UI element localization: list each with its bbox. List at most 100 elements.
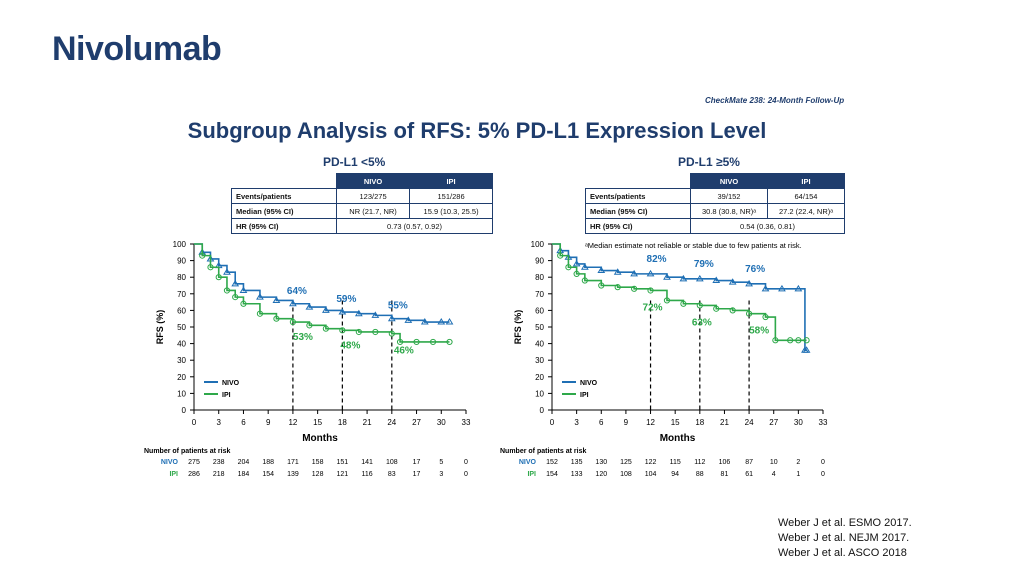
censor-marker (338, 308, 347, 315)
censor-marker (446, 338, 453, 346)
risk-value-ipi: 154 (546, 471, 558, 478)
risk-value-nivo: 158 (312, 459, 324, 466)
x-axis-label: Months (302, 433, 338, 444)
censor-marker (663, 297, 671, 304)
censor-marker (437, 318, 446, 325)
risk-value-ipi: 83 (388, 471, 396, 478)
censor-marker (404, 316, 413, 323)
risk-value-nivo: 5 (439, 459, 443, 466)
risk-value-nivo: 130 (595, 459, 607, 466)
censor-marker (273, 315, 280, 322)
x-tick-label: 6 (241, 418, 246, 427)
y-tick-label: 100 (173, 240, 187, 249)
reference-item: Weber J et al. ESMO 2017. (778, 517, 912, 529)
censor-marker (613, 268, 622, 275)
risk-value-ipi: 154 (262, 471, 274, 478)
censor-marker (387, 314, 396, 322)
y-tick-label: 10 (535, 389, 544, 398)
censor-marker (354, 309, 363, 317)
y-tick-label: 50 (535, 323, 544, 332)
censor-marker (581, 277, 588, 284)
y-tick-label: 30 (177, 356, 186, 365)
y-tick-label: 100 (531, 240, 545, 249)
risk-label-nivo: NIVO (519, 459, 537, 466)
legend-label: NIVO (222, 380, 240, 387)
risk-label-nivo: NIVO (161, 459, 179, 466)
risk-value-ipi: 139 (287, 471, 299, 478)
censor-marker (728, 278, 737, 285)
risk-value-nivo: 204 (238, 459, 250, 466)
censor-marker (679, 274, 688, 282)
risk-table-title: Number of patients at risk (500, 448, 586, 455)
y-tick-label: 0 (182, 406, 187, 415)
x-tick-label: 21 (720, 418, 729, 427)
censor-marker (794, 284, 803, 292)
y-tick-label: 70 (177, 290, 186, 299)
x-tick-label: 24 (387, 418, 396, 427)
censor-marker (306, 322, 313, 329)
censor-marker (772, 337, 779, 344)
censor-marker (713, 305, 720, 312)
censor-marker (565, 264, 572, 271)
censor-marker (445, 318, 454, 325)
censor-marker (256, 293, 264, 300)
stats-table-right: NIVO IPI Events/patients 39/152 64/154 M… (585, 173, 845, 234)
y-tick-label: 40 (535, 340, 544, 349)
y-tick-label: 60 (177, 306, 186, 315)
censor-marker (239, 286, 248, 293)
legend-label: IPI (580, 392, 589, 399)
risk-table-title: Number of patients at risk (144, 448, 230, 455)
censor-marker (695, 274, 704, 282)
y-tick-label: 30 (535, 356, 544, 365)
risk-value-nivo: 0 (464, 459, 468, 466)
risk-value-ipi: 133 (571, 471, 583, 478)
x-tick-label: 15 (313, 418, 322, 427)
censor-marker (762, 313, 769, 321)
x-tick-label: 15 (671, 418, 680, 427)
legend-label: IPI (222, 392, 231, 399)
censor-marker (240, 300, 247, 307)
data-label-ipi: 72% (643, 302, 663, 313)
risk-value-nivo: 152 (546, 459, 558, 466)
censor-marker (272, 296, 281, 303)
censor-marker (223, 268, 231, 275)
y-tick-label: 20 (535, 373, 544, 382)
data-label-nivo: 82% (647, 254, 667, 265)
table-row: Median (95% CI) 30.8 (30.8, NR)ᵃ 27.2 (2… (585, 203, 845, 219)
censor-marker (232, 294, 239, 301)
risk-value-ipi: 3 (439, 471, 443, 478)
y-tick-label: 10 (177, 389, 186, 398)
risk-value-nivo: 106 (719, 459, 731, 466)
censor-marker (729, 307, 736, 314)
y-tick-label: 90 (177, 257, 186, 266)
x-tick-label: 21 (363, 418, 372, 427)
x-tick-label: 33 (462, 418, 471, 427)
risk-value-nivo: 141 (361, 459, 373, 466)
stats-table-left: NIVO IPI Events/patients 123/275 151/286… (231, 173, 493, 234)
risk-value-ipi: 116 (362, 471, 373, 478)
risk-value-ipi: 61 (745, 471, 753, 478)
y-tick-label: 60 (535, 306, 544, 315)
censor-marker (322, 325, 329, 332)
censor-marker (680, 300, 687, 307)
risk-value-ipi: 1 (796, 471, 800, 478)
risk-value-nivo: 151 (337, 459, 349, 466)
y-axis-label: RFS (%) (155, 310, 165, 345)
risk-value-nivo: 0 (821, 459, 825, 466)
risk-value-ipi: 108 (620, 471, 632, 478)
page-title: Nivolumab (52, 30, 222, 68)
risk-value-ipi: 286 (188, 471, 200, 478)
censor-marker (305, 303, 314, 310)
data-label-nivo: 76% (745, 264, 765, 275)
risk-value-nivo: 125 (620, 459, 632, 466)
risk-value-ipi: 120 (595, 471, 607, 478)
x-tick-label: 3 (217, 418, 222, 427)
cell-hr: 0.73 (0.57, 0.92) (336, 218, 493, 234)
table-row: Events/patients 123/275 151/286 (231, 188, 493, 204)
risk-value-nivo: 171 (287, 459, 299, 466)
data-label-ipi: 48% (340, 340, 360, 351)
data-label-ipi: 53% (293, 332, 313, 343)
risk-value-nivo: 2 (796, 459, 800, 466)
km-curve-nivo (194, 243, 450, 323)
y-tick-label: 90 (535, 257, 544, 266)
